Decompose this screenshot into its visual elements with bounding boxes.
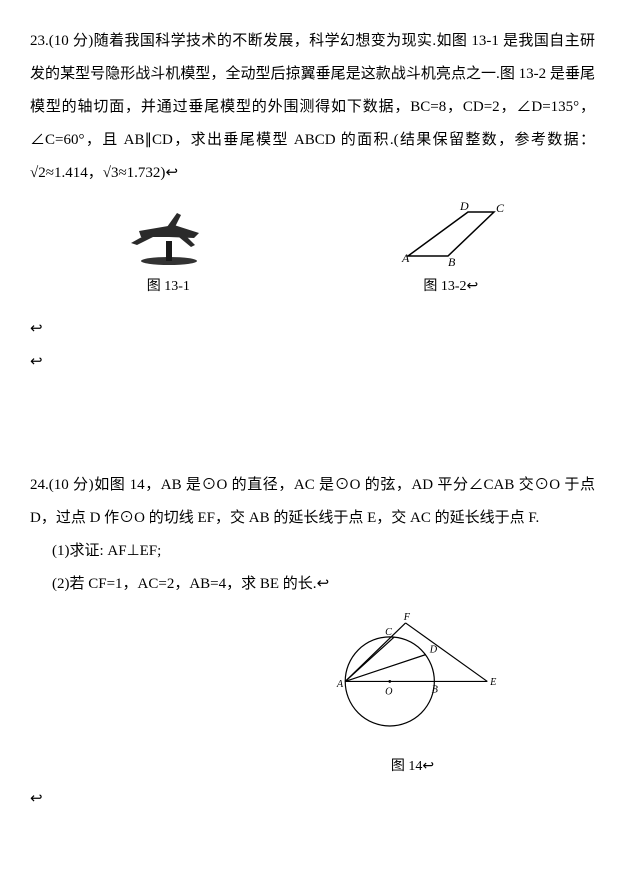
trapezoid-diagram: A B C D: [396, 198, 506, 268]
q24-sub1: (1)求证: AF⊥EF;: [30, 535, 595, 568]
q23-sqrt3: √3≈1.732): [103, 165, 166, 181]
question-23: 23.(10 分)随着我国科学技术的不断发展，科学幻想变为现实.如图 13-1 …: [30, 25, 595, 190]
label-C: C: [496, 201, 505, 215]
label-F: F: [402, 612, 410, 623]
label-B: B: [431, 684, 438, 695]
figure-13-2: A B C D: [396, 198, 506, 268]
q24-sub2: (2)若 CF=1，AC=2，AB=4，求 BE 的长.↩: [30, 568, 595, 601]
q23-number: 23.(10 分): [30, 33, 93, 49]
paragraph-break: ↩: [30, 313, 595, 346]
question-24: 24.(10 分)如图 14，AB 是⊙O 的直径，AC 是⊙O 的弦，AD 平…: [30, 469, 595, 535]
caption-13-2: 图 13-2↩: [423, 272, 478, 303]
paragraph-break: ↩: [30, 783, 595, 816]
plane-model-image: [119, 203, 219, 268]
label-A: A: [401, 251, 410, 265]
label-D: D: [428, 644, 437, 655]
label-C: C: [385, 627, 392, 638]
label-B: B: [448, 255, 456, 268]
q23-captions: 图 13-1 图 13-2↩: [30, 272, 595, 303]
label-O: O: [385, 686, 393, 697]
q23-text: 随着我国科学技术的不断发展，科学幻想变为现实.如图 13-1 是我国自主研发的某…: [30, 33, 595, 148]
label-A: A: [335, 679, 343, 690]
label-D: D: [459, 199, 469, 213]
q24-number: 24.(10 分): [30, 477, 94, 493]
q23-figures-row: A B C D: [30, 198, 595, 268]
figure-14: A B C D E F O 图 14↩: [103, 609, 523, 783]
label-E: E: [489, 677, 497, 688]
q23-sqrt2: √2≈1.414，: [30, 165, 103, 181]
figure-13-1: [119, 203, 219, 268]
paragraph-break: ↩: [30, 346, 595, 379]
q24-text: 如图 14，AB 是⊙O 的直径，AC 是⊙O 的弦，AD 平分∠CAB 交⊙O…: [30, 477, 595, 526]
caption-14: 图 14↩: [303, 752, 523, 783]
caption-13-1: 图 13-1: [147, 272, 190, 303]
